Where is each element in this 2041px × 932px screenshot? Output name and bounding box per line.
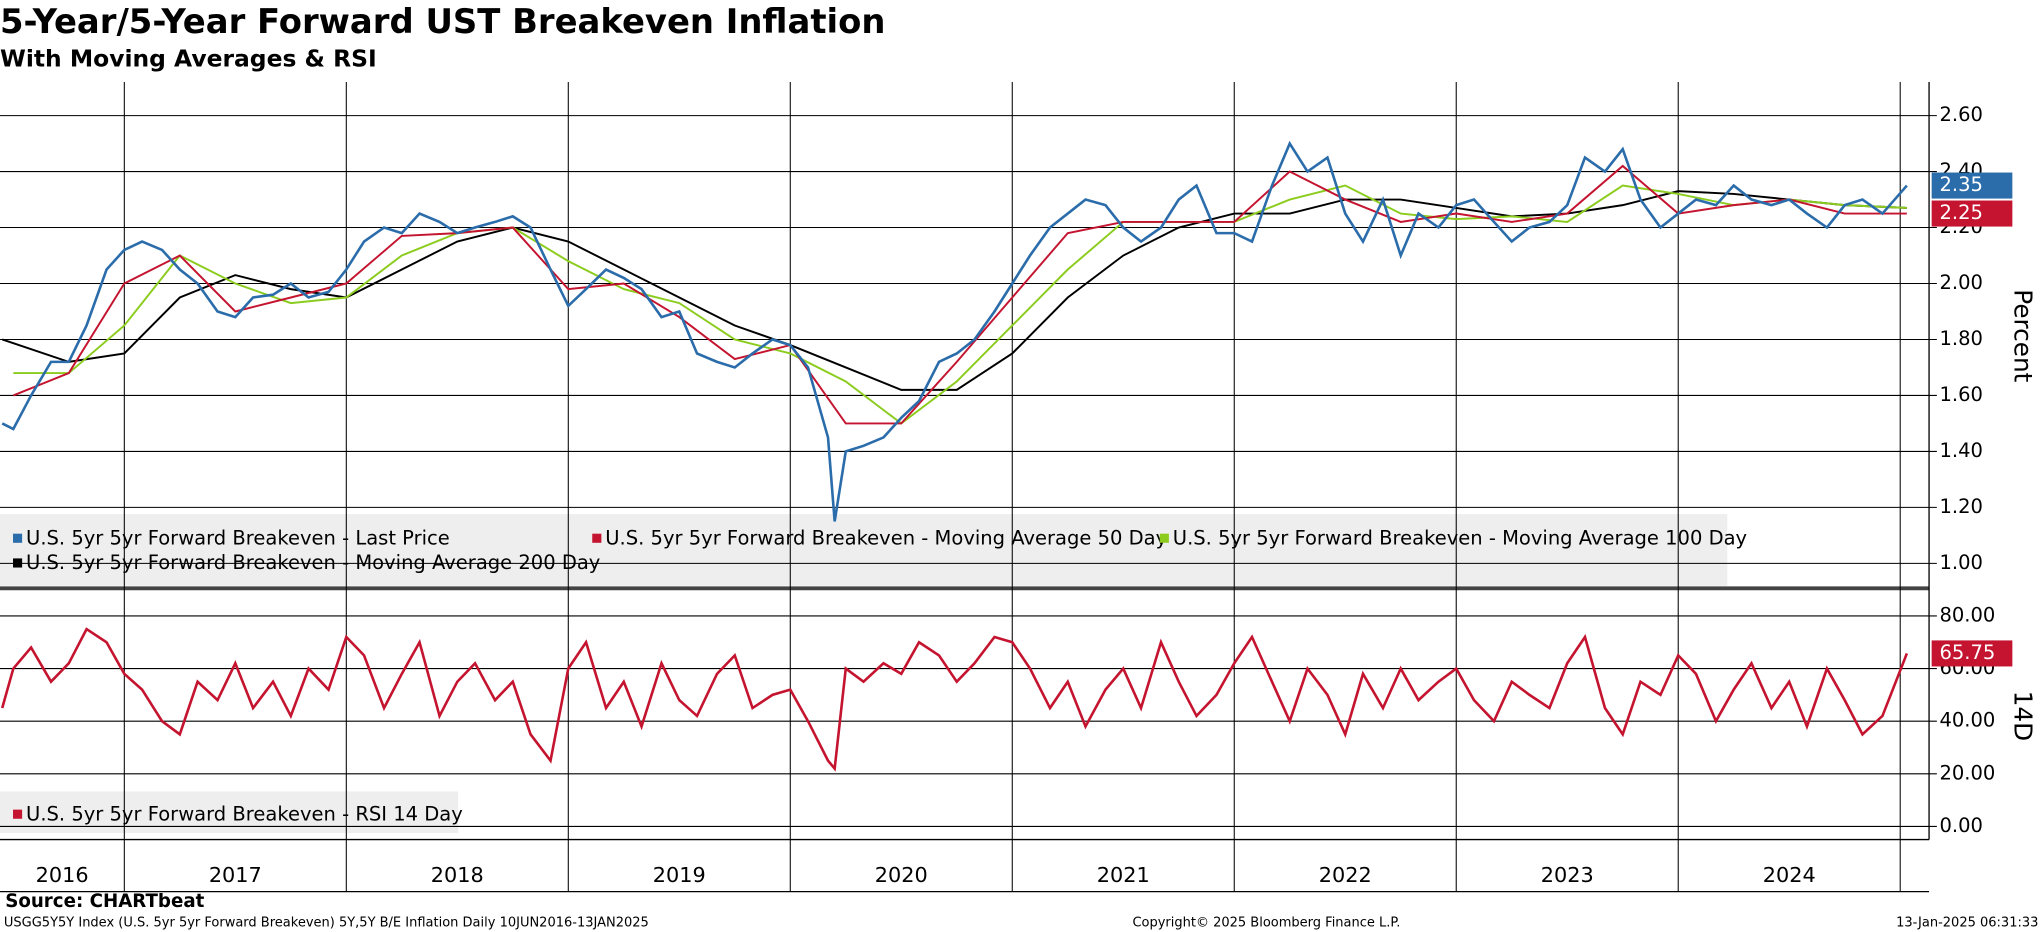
legend-swatch: [592, 533, 602, 543]
legend-label: U.S. 5yr 5yr Forward Breakeven - RSI 14 …: [26, 802, 463, 825]
last-value-label: 65.75: [1939, 641, 1995, 664]
legend-swatch: [1159, 533, 1169, 543]
last-value-tag: [1931, 200, 2013, 227]
series-line: [0, 627, 1909, 772]
footer: 13-Jan-2025 06:31:33: [1896, 915, 2038, 930]
y-tick-label: 40.00: [1939, 709, 1995, 732]
x-tick-label: 2017: [209, 863, 262, 887]
y-tick-label: 2.60: [1939, 103, 1982, 126]
legend-swatch: [13, 809, 23, 819]
series-line: [13, 184, 1907, 425]
y-tick-label: 1.60: [1939, 383, 1982, 406]
x-tick-label: 2016: [36, 863, 89, 887]
footer: USGG5Y5Y Index (U.S. 5yr 5yr Forward Bre…: [4, 915, 649, 930]
x-tick-label: 2020: [875, 863, 928, 887]
x-tick-label: 2024: [1763, 863, 1816, 887]
chart-subtitle: With Moving Averages & RSI: [0, 44, 377, 72]
series-line: [12, 164, 1907, 425]
x-tick-label: 2021: [1097, 863, 1150, 887]
y-axis-label: Percent: [2008, 289, 2037, 382]
legend-label: U.S. 5yr 5yr Forward Breakeven - Moving …: [1173, 526, 1747, 549]
last-value-tag: [1931, 172, 2013, 199]
source: Source: CHARTbeat: [5, 891, 204, 912]
y-tick-label: 1.80: [1939, 327, 1982, 350]
x-tick-label: 2022: [1319, 863, 1372, 887]
series-line: [1, 190, 1907, 391]
y-tick-label: 1.00: [1939, 551, 1982, 574]
y-axis-label: 14D: [2008, 691, 2037, 741]
legend-label: U.S. 5yr 5yr Forward Breakeven - Moving …: [605, 526, 1167, 549]
legend-background: [0, 514, 1728, 586]
y-tick-label: 1.20: [1939, 495, 1982, 518]
last-value-tag: [1931, 640, 2013, 667]
legend-swatch: [13, 533, 23, 543]
y-tick-label: 1.40: [1939, 439, 1982, 462]
chart-title: 5-Year/5-Year Forward UST Breakeven Infl…: [0, 2, 885, 41]
y-tick-label: 2.00: [1939, 271, 1982, 294]
x-tick-label: 2023: [1541, 863, 1594, 887]
legend-label: U.S. 5yr 5yr Forward Breakeven - Last Pr…: [26, 526, 450, 549]
y-tick-label: 0.00: [1939, 814, 1982, 837]
footer: Copyright© 2025 Bloomberg Finance L.P.: [1132, 915, 1400, 930]
last-value-label: 2.25: [1939, 201, 1982, 224]
x-tick-label: 2019: [653, 863, 706, 887]
series-line: [1, 140, 1908, 522]
legend-swatch: [13, 558, 23, 568]
y-tick-label: 80.00: [1939, 603, 1995, 626]
x-tick-label: 2018: [431, 863, 484, 887]
last-value-label: 2.35: [1939, 173, 1982, 196]
legend-label: U.S. 5yr 5yr Forward Breakeven - Moving …: [26, 551, 600, 574]
y-tick-label: 20.00: [1939, 761, 1995, 784]
